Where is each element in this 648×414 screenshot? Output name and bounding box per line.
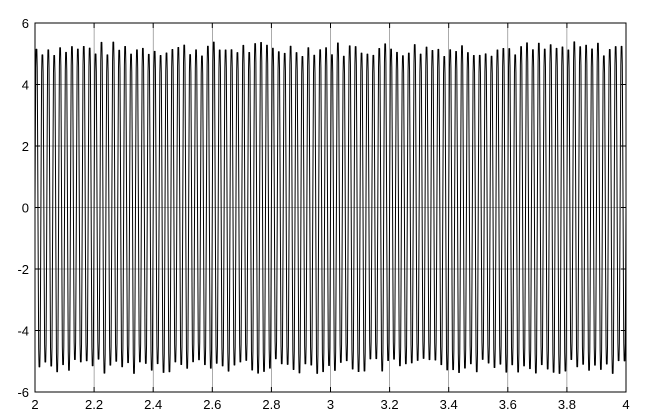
y-tick-label: -2 xyxy=(17,262,29,277)
y-tick-label: 2 xyxy=(22,139,29,154)
x-tick-label: 2.6 xyxy=(203,397,221,412)
y-tick-label: 4 xyxy=(22,78,29,93)
y-tick-label: -6 xyxy=(17,385,29,400)
x-axis-tick-labels: 2 2.2 2.4 2.6 2.8 3 3.2 3.4 3.6 3.8 4 xyxy=(31,397,629,412)
x-tick-label: 3.4 xyxy=(440,397,458,412)
x-tick-label: 2.4 xyxy=(144,397,162,412)
x-tick-label: 3.2 xyxy=(381,397,399,412)
y-axis-tick-labels: -6 -4 -2 0 2 4 6 xyxy=(17,16,29,400)
x-tick-label: 3.6 xyxy=(499,397,517,412)
x-tick-label: 2 xyxy=(31,397,38,412)
x-tick-label: 2.8 xyxy=(262,397,280,412)
y-tick-label: 0 xyxy=(22,201,29,216)
series-layer xyxy=(34,41,627,374)
y-tick-label: -4 xyxy=(17,324,29,339)
x-tick-label: 3 xyxy=(327,397,334,412)
plot-area-frame xyxy=(34,22,627,393)
x-tick-label: 2.2 xyxy=(85,397,103,412)
x-tick-label: 3.8 xyxy=(558,397,576,412)
y-tick-label: 6 xyxy=(22,16,29,31)
signal-series-line xyxy=(34,41,627,374)
x-tick-label: 4 xyxy=(622,397,629,412)
